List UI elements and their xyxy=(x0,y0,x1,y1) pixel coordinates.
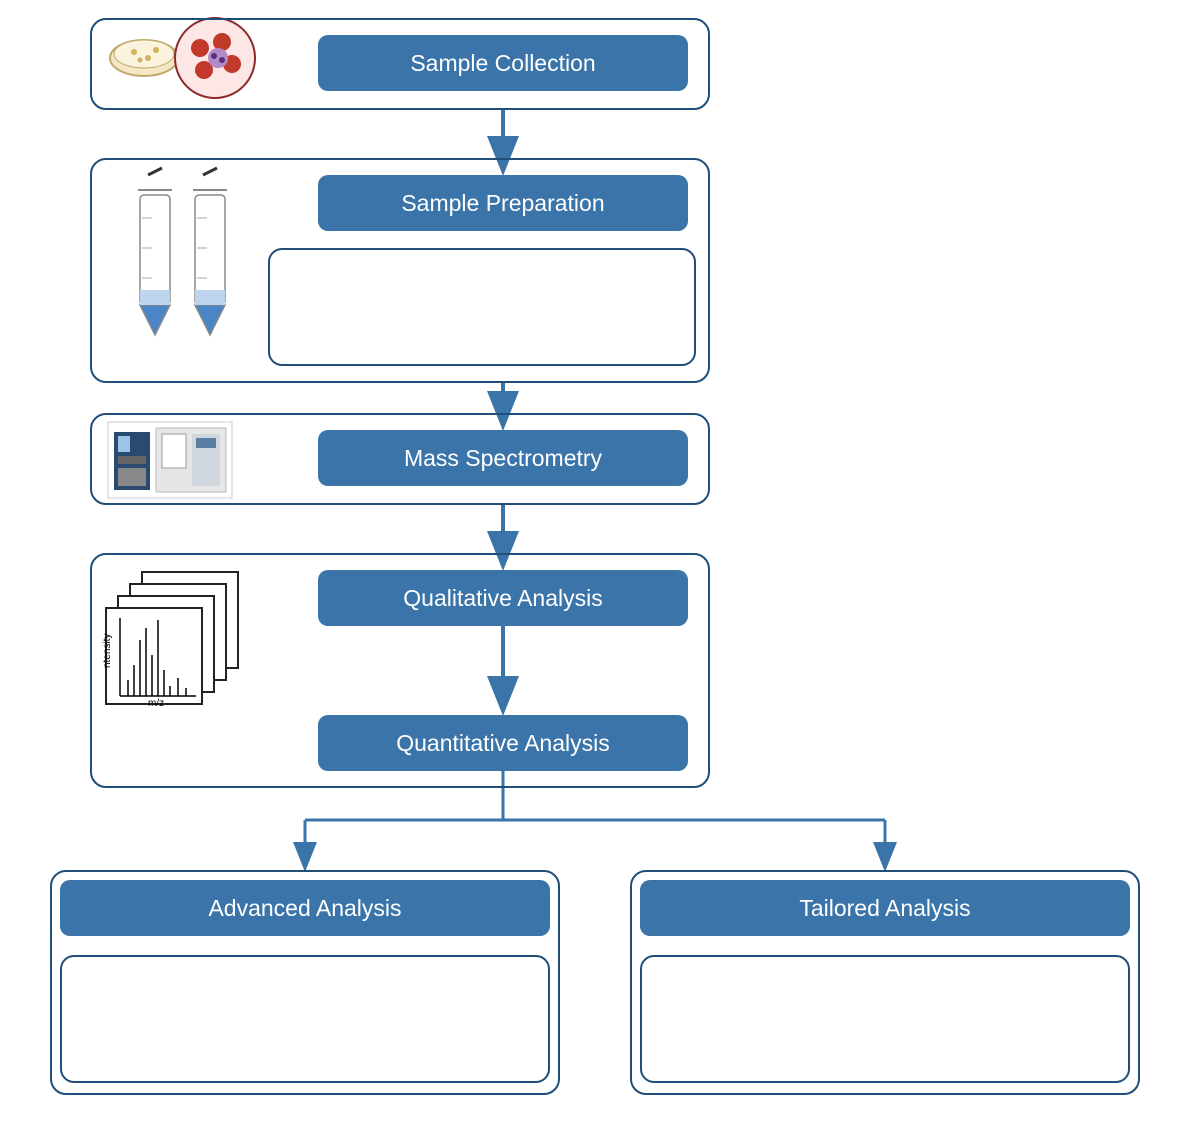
step-sample-preparation: Sample Preparation xyxy=(318,175,688,231)
subbox-sample-preparation xyxy=(268,248,696,366)
subbox-tailored-analysis xyxy=(640,955,1130,1083)
step-qualitative-analysis: Qualitative Analysis xyxy=(318,570,688,626)
subbox-advanced-analysis xyxy=(60,955,550,1083)
step-sample-collection: Sample Collection xyxy=(318,35,688,91)
step-quantitative-analysis: Quantitative Analysis xyxy=(318,715,688,771)
step-mass-spectrometry: Mass Spectrometry xyxy=(318,430,688,486)
step-advanced-analysis: Advanced Analysis xyxy=(60,880,550,936)
step-tailored-analysis: Tailored Analysis xyxy=(640,880,1130,936)
